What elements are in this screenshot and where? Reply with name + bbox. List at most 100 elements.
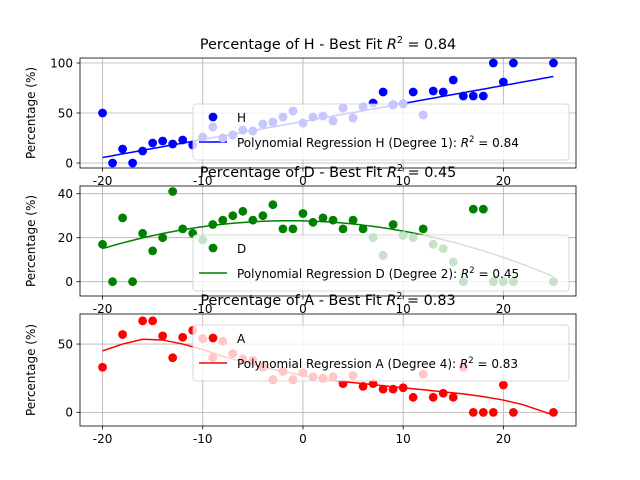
data-point <box>478 91 488 101</box>
data-point <box>438 87 448 97</box>
data-point <box>148 138 158 148</box>
legend-fit-value: = 0.84 <box>474 136 518 150</box>
data-point-behind-legend <box>549 277 558 287</box>
data-point-behind-legend <box>318 373 328 383</box>
data-point-behind-legend <box>508 277 518 287</box>
data-point <box>358 224 368 234</box>
data-point <box>388 220 398 229</box>
data-point <box>248 215 258 225</box>
chart-title: Percentage of A - Best Fit R2 = 0.83 <box>200 291 455 309</box>
data-point-behind-legend <box>398 231 408 240</box>
legend-fit-text: Polynomial Regression H (Degree 1): <box>237 136 461 150</box>
data-point-behind-legend <box>238 125 248 135</box>
data-point-behind-legend <box>218 336 228 346</box>
x-tick-label: 10 <box>396 432 411 446</box>
data-point <box>208 220 218 229</box>
legend-fit-value: = 0.45 <box>475 267 519 281</box>
data-point <box>418 224 428 234</box>
x-tick-label: -10 <box>193 174 213 188</box>
legend-marker <box>208 243 218 253</box>
data-point <box>478 407 488 417</box>
y-tick-label: 50 <box>58 106 73 120</box>
title-exponent: 2 <box>397 163 403 174</box>
data-point-behind-legend <box>388 100 398 110</box>
title-r-symbol: R <box>386 293 396 309</box>
legend-box <box>192 234 570 292</box>
data-point-behind-legend <box>458 362 468 372</box>
x-tick-label: -10 <box>193 432 213 446</box>
legend-fit-text: Polynomial Regression D (Degree 2): <box>237 267 461 281</box>
data-point-behind-legend <box>398 99 408 109</box>
data-point-behind-legend <box>258 119 268 129</box>
axes-frame <box>79 313 577 427</box>
data-point <box>118 213 127 223</box>
data-point <box>118 330 127 339</box>
data-point <box>178 224 188 234</box>
data-point <box>468 204 478 214</box>
title-text: Percentage of A - Best Fit <box>200 293 386 309</box>
data-point <box>508 407 518 417</box>
chart-title: Percentage of H - Best Fit R2 = 0.84 <box>200 35 456 53</box>
legend: A Polynomial Regression A (Degree 4): R2 … <box>192 324 570 384</box>
data-point-behind-legend <box>278 366 288 376</box>
data-point-behind-legend <box>248 356 258 365</box>
x-tick-label: 20 <box>496 174 511 188</box>
data-point-behind-legend <box>208 122 218 132</box>
data-point-behind-legend <box>498 277 508 287</box>
data-point-behind-legend <box>308 372 318 382</box>
data-point <box>148 246 158 256</box>
x-tick-label: -20 <box>93 302 113 316</box>
data-point <box>168 139 178 149</box>
data-point-behind-legend <box>298 368 308 378</box>
data-point <box>168 187 178 196</box>
data-point <box>158 136 168 146</box>
data-point <box>148 316 158 326</box>
data-point-behind-legend <box>228 130 238 140</box>
legend-r-symbol: R <box>460 357 468 371</box>
data-point <box>308 217 318 227</box>
data-point <box>128 158 138 168</box>
title-text: Percentage of D - Best Fit <box>200 165 387 181</box>
data-point <box>318 213 328 223</box>
data-point-behind-legend <box>378 250 388 260</box>
data-point <box>408 87 418 97</box>
data-point <box>438 388 448 398</box>
title-value: = 0.83 <box>402 293 455 309</box>
legend-label-fit: Polynomial Regression A (Degree 4): R2 =… <box>237 356 518 371</box>
x-tick-label: 0 <box>299 302 307 316</box>
title-value: = 0.45 <box>403 165 456 181</box>
data-point-behind-legend <box>218 133 228 143</box>
legend-marker <box>208 333 218 343</box>
data-point <box>448 75 458 85</box>
x-tick-label: 0 <box>299 432 307 446</box>
data-point <box>368 379 378 389</box>
x-tick-label: 0 <box>299 174 307 188</box>
y-tick-label: 40 <box>58 187 73 201</box>
data-point-behind-legend <box>358 102 368 112</box>
data-point-behind-legend <box>418 369 428 379</box>
data-point <box>408 392 418 402</box>
x-tick-label: 20 <box>496 302 511 316</box>
data-point <box>108 277 117 287</box>
data-point-behind-legend <box>458 277 468 287</box>
data-point-behind-legend <box>438 244 448 254</box>
legend-marker <box>208 112 218 122</box>
data-point-behind-legend <box>328 372 338 382</box>
data-point-behind-legend <box>418 110 428 120</box>
y-tick-label: 0 <box>65 406 73 420</box>
data-point-behind-legend <box>198 235 208 245</box>
data-point-behind-legend <box>348 113 358 123</box>
data-point-behind-legend <box>248 126 258 136</box>
data-point <box>378 384 388 394</box>
data-point-behind-legend <box>338 103 348 113</box>
chart-title: Percentage of D - Best Fit R2 = 0.45 <box>200 163 457 181</box>
y-axis-label: Percentage (%) <box>24 324 38 416</box>
y-tick-label: 20 <box>58 231 73 245</box>
data-point <box>488 58 498 68</box>
data-point <box>298 209 308 218</box>
data-point <box>428 392 438 402</box>
y-tick-label: 0 <box>65 156 73 170</box>
